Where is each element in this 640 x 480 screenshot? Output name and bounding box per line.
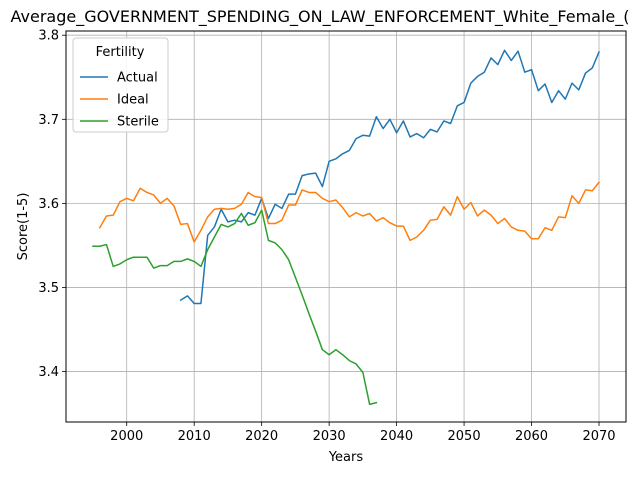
x-tick-label: 2030 (313, 429, 346, 444)
legend-label-sterile: Sterile (117, 115, 159, 130)
x-tick-label: 2040 (380, 429, 413, 444)
grid (66, 31, 626, 422)
x-tick-label: 2070 (582, 429, 615, 444)
series-line-actual (179, 49, 600, 305)
x-tick-label: 2050 (448, 429, 481, 444)
legend-label-actual: Actual (117, 71, 158, 86)
x-tick-label: 2060 (515, 429, 548, 444)
legend-label-ideal: Ideal (117, 93, 149, 108)
x-tick-label: 2000 (110, 429, 143, 444)
legend-items: Actual Ideal Sterile (80, 71, 159, 130)
y-tick-label: 3.6 (38, 197, 59, 212)
plot-frame (65, 30, 627, 423)
x-tick-label: 2010 (178, 429, 211, 444)
y-tick-label: 3.8 (38, 29, 59, 44)
y-tick-label: 3.5 (38, 281, 59, 296)
y-axis-label: Score(1-5) (16, 193, 31, 261)
legend: Fertility Actual Ideal Sterile (72, 37, 169, 133)
x-tick-label: 2020 (245, 429, 278, 444)
legend-title: Fertility (96, 45, 145, 60)
legend-box (72, 37, 169, 133)
y-tick-label: 3.7 (38, 113, 59, 128)
chart-title: Average_GOVERNMENT_SPENDING_ON_LAW_ENFOR… (11, 7, 630, 27)
x-axis-label: Years (328, 450, 364, 465)
series-line-ideal (98, 181, 601, 243)
series-line-sterile (92, 209, 378, 406)
ticks: 2000 2010 2020 2030 2040 2050 2060 2070 3.4 3.5 3.… (38, 29, 615, 444)
series-layer (92, 49, 601, 406)
y-tick-label: 3.4 (38, 365, 59, 380)
